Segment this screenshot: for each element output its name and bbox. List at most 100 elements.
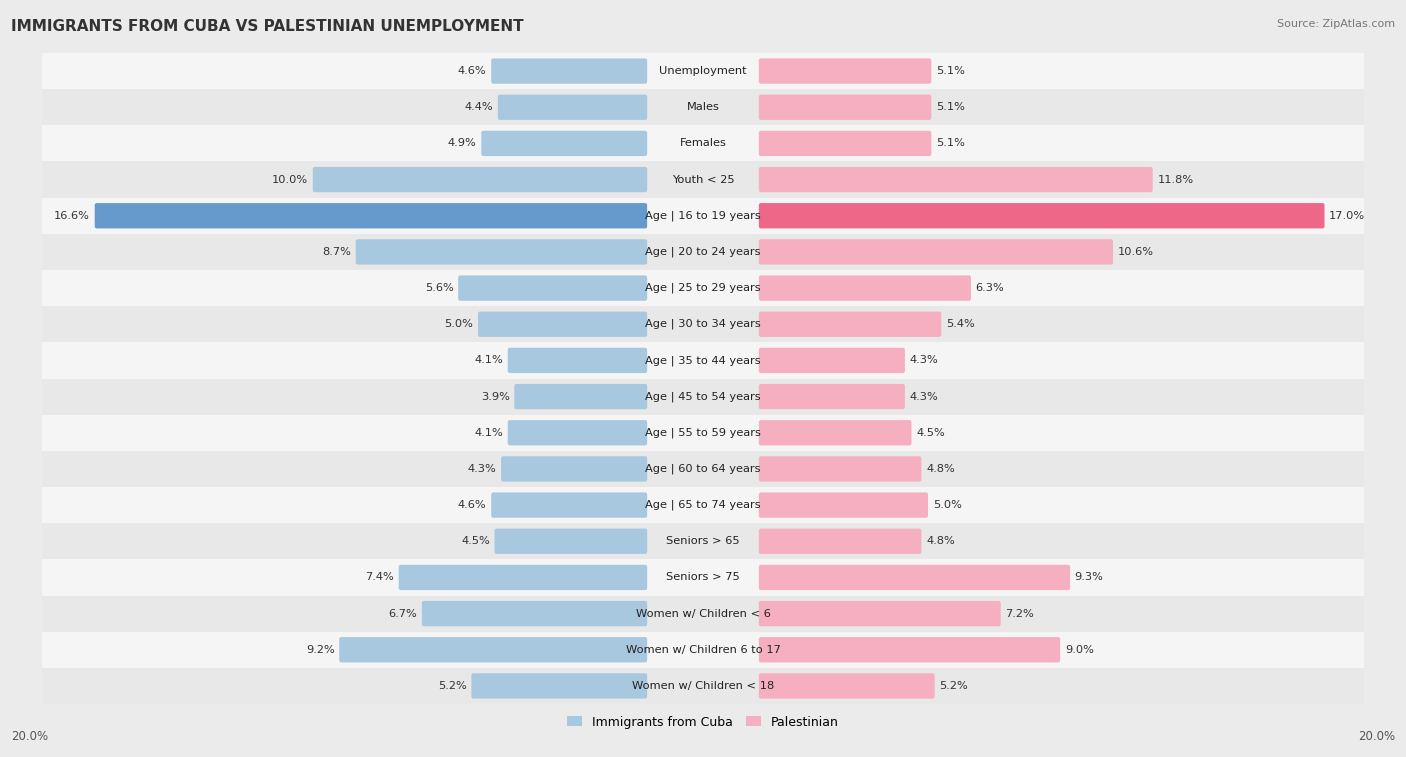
Bar [42, 415, 1364, 451]
Text: Age | 65 to 74 years: Age | 65 to 74 years [645, 500, 761, 510]
FancyBboxPatch shape [759, 167, 1153, 192]
FancyBboxPatch shape [515, 384, 647, 410]
FancyBboxPatch shape [759, 347, 905, 373]
Text: Age | 55 to 59 years: Age | 55 to 59 years [645, 428, 761, 438]
Bar [42, 234, 1364, 270]
FancyBboxPatch shape [759, 276, 972, 301]
Bar [42, 161, 1364, 198]
Text: 4.3%: 4.3% [468, 464, 496, 474]
FancyBboxPatch shape [759, 312, 941, 337]
Text: 5.6%: 5.6% [425, 283, 454, 293]
Bar [42, 198, 1364, 234]
Text: 4.5%: 4.5% [461, 536, 489, 547]
Text: 10.0%: 10.0% [271, 175, 308, 185]
FancyBboxPatch shape [759, 528, 921, 554]
FancyBboxPatch shape [759, 95, 931, 120]
FancyBboxPatch shape [759, 637, 1060, 662]
Bar [42, 342, 1364, 378]
FancyBboxPatch shape [471, 673, 647, 699]
Text: 9.2%: 9.2% [307, 645, 335, 655]
FancyBboxPatch shape [498, 95, 647, 120]
FancyBboxPatch shape [759, 456, 921, 481]
Text: 5.1%: 5.1% [936, 66, 965, 76]
Text: 4.1%: 4.1% [474, 428, 503, 438]
FancyBboxPatch shape [491, 493, 647, 518]
FancyBboxPatch shape [458, 276, 647, 301]
Text: 10.6%: 10.6% [1118, 247, 1154, 257]
Text: Youth < 25: Youth < 25 [672, 175, 734, 185]
Text: 4.3%: 4.3% [910, 391, 938, 401]
FancyBboxPatch shape [501, 456, 647, 481]
Text: Seniors > 75: Seniors > 75 [666, 572, 740, 582]
FancyBboxPatch shape [312, 167, 647, 192]
Text: 4.1%: 4.1% [474, 356, 503, 366]
Text: 7.4%: 7.4% [366, 572, 394, 582]
Text: 9.3%: 9.3% [1074, 572, 1104, 582]
Text: 4.6%: 4.6% [458, 500, 486, 510]
Bar [42, 631, 1364, 668]
Text: Males: Males [686, 102, 720, 112]
Text: 5.0%: 5.0% [932, 500, 962, 510]
FancyBboxPatch shape [759, 493, 928, 518]
Text: Females: Females [679, 139, 727, 148]
Text: 5.4%: 5.4% [946, 319, 974, 329]
Text: 20.0%: 20.0% [11, 731, 48, 743]
Text: 17.0%: 17.0% [1329, 210, 1365, 221]
FancyBboxPatch shape [94, 203, 647, 229]
Text: Unemployment: Unemployment [659, 66, 747, 76]
Bar [42, 451, 1364, 487]
Bar [42, 559, 1364, 596]
Bar [42, 378, 1364, 415]
Text: 4.6%: 4.6% [458, 66, 486, 76]
Text: 5.2%: 5.2% [939, 681, 967, 691]
Text: Age | 35 to 44 years: Age | 35 to 44 years [645, 355, 761, 366]
Text: Seniors > 65: Seniors > 65 [666, 536, 740, 547]
Bar [42, 306, 1364, 342]
FancyBboxPatch shape [399, 565, 647, 590]
Bar [42, 126, 1364, 161]
Text: Age | 30 to 34 years: Age | 30 to 34 years [645, 319, 761, 329]
FancyBboxPatch shape [478, 312, 647, 337]
Text: 6.3%: 6.3% [976, 283, 1004, 293]
Text: Age | 20 to 24 years: Age | 20 to 24 years [645, 247, 761, 257]
Legend: Immigrants from Cuba, Palestinian: Immigrants from Cuba, Palestinian [562, 711, 844, 734]
FancyBboxPatch shape [759, 203, 1324, 229]
FancyBboxPatch shape [759, 420, 911, 445]
Bar [42, 668, 1364, 704]
Text: 5.1%: 5.1% [936, 102, 965, 112]
FancyBboxPatch shape [759, 131, 931, 156]
Text: Source: ZipAtlas.com: Source: ZipAtlas.com [1277, 19, 1395, 29]
FancyBboxPatch shape [508, 347, 647, 373]
Text: 5.2%: 5.2% [439, 681, 467, 691]
FancyBboxPatch shape [759, 601, 1001, 626]
Text: 9.0%: 9.0% [1064, 645, 1094, 655]
Text: 4.4%: 4.4% [464, 102, 494, 112]
Bar [42, 487, 1364, 523]
Text: Women w/ Children 6 to 17: Women w/ Children 6 to 17 [626, 645, 780, 655]
FancyBboxPatch shape [481, 131, 647, 156]
Text: 4.8%: 4.8% [927, 464, 955, 474]
Bar [42, 270, 1364, 306]
FancyBboxPatch shape [759, 565, 1070, 590]
Text: 4.9%: 4.9% [449, 139, 477, 148]
Text: Women w/ Children < 18: Women w/ Children < 18 [631, 681, 775, 691]
Text: 5.0%: 5.0% [444, 319, 474, 329]
Text: 16.6%: 16.6% [55, 210, 90, 221]
Text: 20.0%: 20.0% [1358, 731, 1395, 743]
Text: 3.9%: 3.9% [481, 391, 510, 401]
FancyBboxPatch shape [356, 239, 647, 265]
Bar [42, 596, 1364, 631]
FancyBboxPatch shape [422, 601, 647, 626]
Bar [42, 523, 1364, 559]
Text: Age | 16 to 19 years: Age | 16 to 19 years [645, 210, 761, 221]
Bar [42, 53, 1364, 89]
FancyBboxPatch shape [508, 420, 647, 445]
FancyBboxPatch shape [759, 384, 905, 410]
Text: Age | 45 to 54 years: Age | 45 to 54 years [645, 391, 761, 402]
FancyBboxPatch shape [759, 673, 935, 699]
FancyBboxPatch shape [495, 528, 647, 554]
Text: 4.3%: 4.3% [910, 356, 938, 366]
Text: 8.7%: 8.7% [322, 247, 352, 257]
Text: 5.1%: 5.1% [936, 139, 965, 148]
Bar [42, 89, 1364, 126]
